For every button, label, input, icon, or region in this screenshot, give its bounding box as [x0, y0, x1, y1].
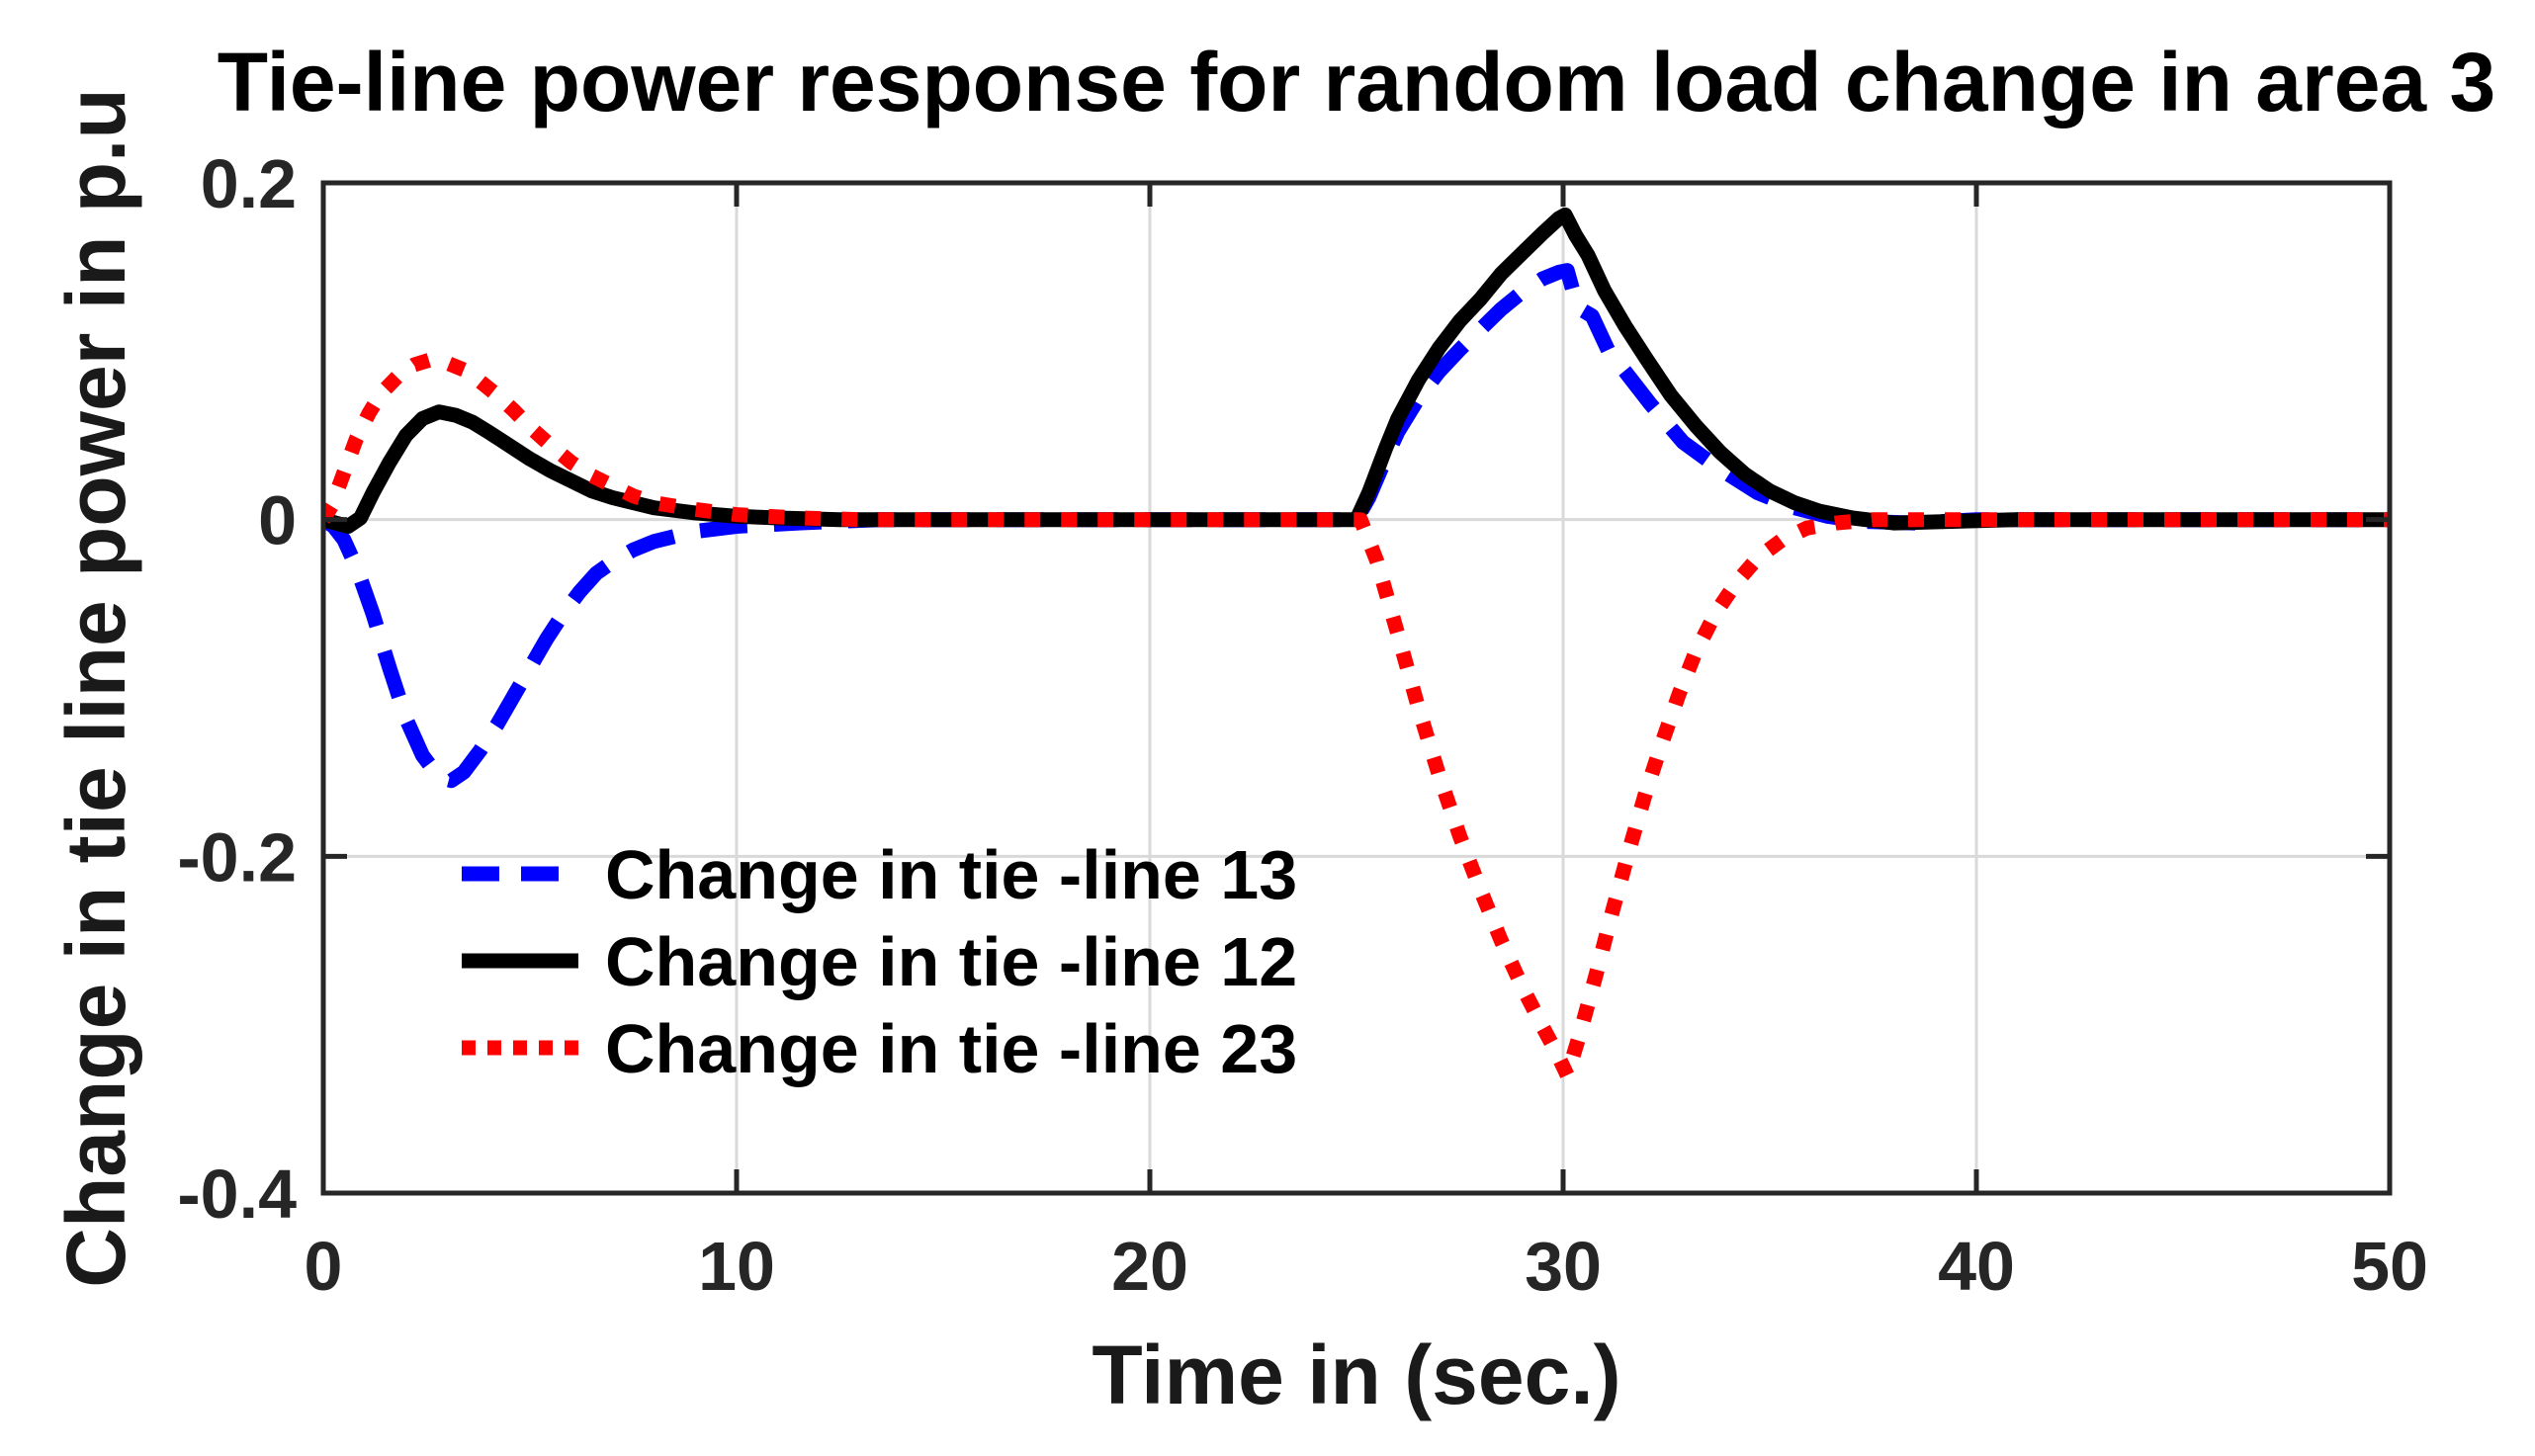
- x-tick-label: 10: [698, 1228, 775, 1305]
- y-tick-label: -0.4: [177, 1156, 297, 1233]
- y-axis-label: Change in tie line power in p.u: [49, 88, 142, 1287]
- tick-label-layer: 0 10 20 30 40 50 0.2 0 -0.2 -0.4: [177, 145, 2428, 1305]
- legend-label-tie-line-13: Change in tie -line 13: [605, 836, 1297, 913]
- y-tick-label: 0: [258, 482, 297, 559]
- legend-row-tie-line-23: Change in tie -line 23: [462, 1010, 1297, 1087]
- x-tick-label: 30: [1525, 1228, 1602, 1305]
- legend-row-tie-line-13: Change in tie -line 13: [462, 836, 1297, 913]
- y-tick-label: -0.2: [177, 818, 297, 896]
- legend-label-tie-line-23: Change in tie -line 23: [605, 1010, 1297, 1087]
- legend-row-tie-line-12: Change in tie -line 12: [462, 923, 1297, 1000]
- plot-box: [320, 180, 2393, 1196]
- series-layer: [323, 207, 2390, 1083]
- series-line-2-solid: [323, 207, 2390, 534]
- legend: Change in tie -line 13 Change in tie -li…: [462, 836, 1297, 1087]
- x-tick-label: 20: [1111, 1228, 1188, 1305]
- legend-label-tie-line-12: Change in tie -line 12: [605, 923, 1297, 1000]
- tick-layer: [320, 180, 2393, 1196]
- x-tick-label: 40: [1938, 1228, 2015, 1305]
- x-axis-label: Time in (sec.): [1092, 1328, 1620, 1421]
- chart-title: Tie-line power response for random load …: [218, 36, 2495, 128]
- series-line-3-dotted: [323, 352, 2390, 1083]
- x-tick-label: 50: [2351, 1228, 2428, 1305]
- y-tick-label: 0.2: [201, 145, 297, 222]
- x-tick-label: 0: [305, 1228, 343, 1305]
